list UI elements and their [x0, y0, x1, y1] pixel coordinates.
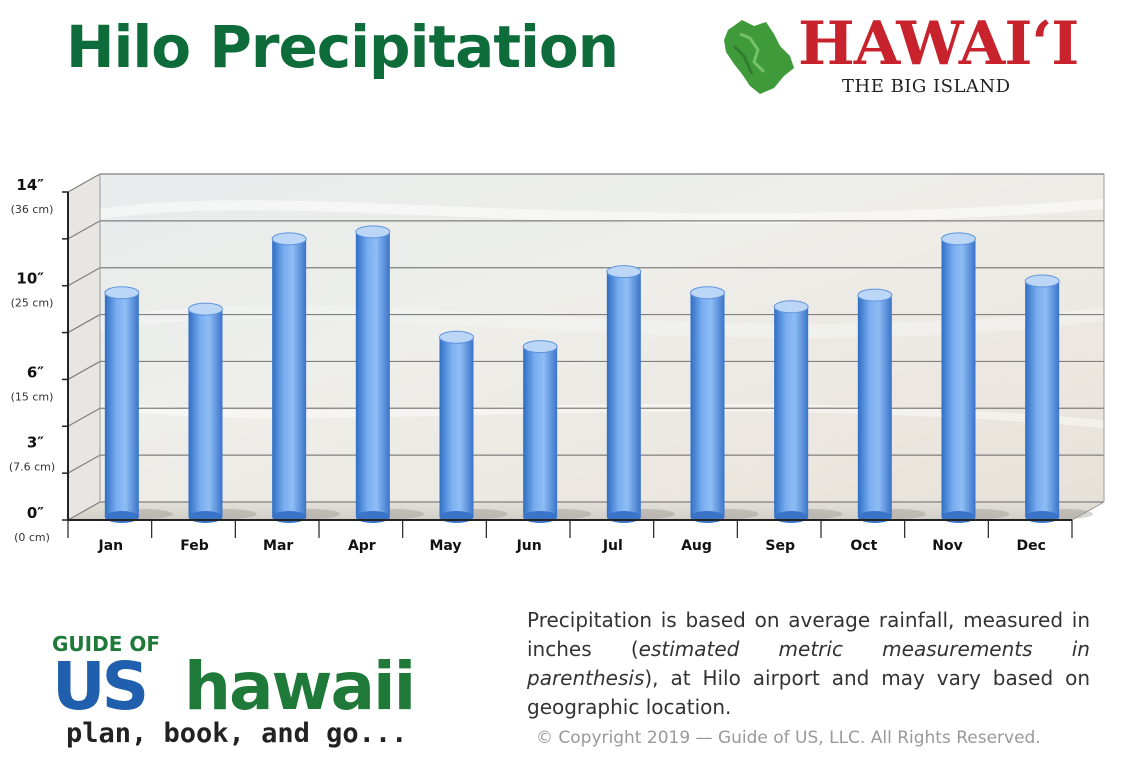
bar-body — [523, 346, 558, 517]
precipitation-note: Precipitation is based on average rainfa… — [527, 606, 1090, 722]
gridline-diagonal — [67, 501, 101, 521]
bar-cap — [271, 232, 307, 246]
y-tick-label: 3″ — [27, 434, 44, 452]
bar-body — [774, 306, 809, 517]
page-title: Hilo Precipitation — [66, 13, 619, 81]
y-axis-ticks: 0″ (0 cm) 3″ (7.6 cm) 6″ (15 cm) 10″ (25 cm) 14″… — [9, 176, 68, 544]
bar-cap — [690, 286, 725, 300]
bar-body — [690, 292, 725, 517]
bar-cap — [606, 265, 642, 279]
gridline-diagonal — [67, 220, 101, 240]
precipitation-chart: 0″ (0 cm) 3″ (7.6 cm) 6″ (15 cm) 10″ (25 cm) 14″… — [9, 173, 1105, 554]
x-tick-label: Feb — [180, 538, 209, 554]
bar-base — [1025, 511, 1060, 523]
guide-of-us-hawaii-logo: GUIDE OF US hawaii plan, book, and go... — [52, 634, 422, 754]
y-tick-label: 10″ — [16, 270, 44, 288]
plot-back-wall — [100, 174, 1104, 502]
y-tick-sublabel: (25 cm) — [11, 297, 54, 310]
floor-right-edge — [1071, 501, 1105, 521]
bar-body — [272, 238, 307, 517]
y-tick-label: 14″ — [16, 176, 44, 194]
x-tick-label: Dec — [1016, 538, 1045, 554]
hawaii-text: hawaii — [184, 648, 416, 725]
x-tick-label: Jun — [516, 538, 542, 554]
bar-body — [188, 309, 223, 517]
bar-body — [941, 238, 976, 517]
plot-floor — [68, 502, 1104, 520]
bar-body — [104, 292, 139, 517]
bar-cap — [104, 286, 140, 300]
bar-base — [439, 511, 474, 523]
note-text-2: ), at Hilo airport and may vary based on… — [527, 666, 1090, 719]
bar-cap — [1024, 274, 1060, 288]
x-tick-label: Apr — [348, 538, 376, 554]
x-tick-label: May — [429, 538, 461, 554]
bar-cap — [522, 340, 558, 354]
bar-base — [272, 511, 307, 523]
x-tick-label: Nov — [932, 538, 962, 554]
x-tick-label: Aug — [681, 538, 712, 554]
bar-body — [439, 337, 474, 517]
bar-body — [1025, 281, 1060, 517]
bar-base — [355, 511, 390, 523]
x-axis-ticks: Jan Feb Mar Apr May Jun Jul Aug Sep Oct Nov Dec — [98, 538, 1046, 554]
y-tick-sublabel: (7.6 cm) — [9, 461, 55, 474]
gridline-diagonal — [67, 360, 101, 380]
bar-base — [188, 511, 223, 523]
bar-base — [606, 511, 641, 523]
x-tick-label: Sep — [765, 538, 795, 554]
bar-base — [104, 511, 139, 523]
big-island-subtitle: THE BIG ISLAND — [842, 76, 1011, 97]
bar-body — [606, 271, 641, 517]
gridline-diagonal — [67, 407, 101, 427]
gridline-diagonal — [67, 267, 101, 287]
gridline-diagonal — [67, 454, 101, 474]
bar-base — [941, 511, 976, 523]
y-tick-sublabel: (15 cm) — [11, 390, 54, 403]
hawaii-big-island-logo: HAWAIʻI THE BIG ISLAND — [720, 12, 1090, 102]
x-tick-label: Jul — [602, 538, 623, 554]
y-tick-sublabel: (36 cm) — [11, 203, 54, 216]
x-tick-label: Mar — [263, 538, 293, 554]
bar-base — [774, 511, 809, 523]
bar-body — [355, 231, 390, 517]
gridline-diagonal — [67, 314, 101, 334]
bar-base — [523, 511, 558, 523]
guide-of-text: GUIDE OF — [52, 632, 160, 656]
y-tick-sublabel: (0 cm) — [14, 531, 50, 544]
us-text: US — [52, 648, 149, 725]
bars — [104, 225, 1060, 523]
y-tick-label: 6″ — [27, 363, 44, 381]
wave-streak — [99, 199, 1105, 224]
copyright: © Copyright 2019 — Guide of US, LLC. All… — [536, 728, 1041, 748]
x-tick-label: Jan — [98, 538, 124, 554]
gridlines — [67, 173, 1105, 521]
y-tick-label: 0″ — [27, 504, 44, 522]
tagline: plan, book, and go... — [66, 718, 408, 749]
axes — [67, 192, 1073, 538]
bar-cap — [355, 225, 391, 239]
plot-side-wall — [68, 174, 100, 520]
bar-base — [857, 511, 892, 523]
big-island-icon — [724, 20, 794, 94]
note-italic: estimated metric measurements in parenth… — [527, 637, 1090, 690]
bar-cap — [941, 232, 976, 246]
note-text-1: Precipitation is based on average rainfa… — [527, 608, 1090, 661]
bar-body — [857, 295, 892, 517]
bar-cap — [857, 288, 893, 302]
bar-cap — [188, 302, 223, 316]
bar-base — [690, 511, 725, 523]
hawaii-wordmark: HAWAIʻI — [798, 9, 1079, 79]
bar-cap — [439, 330, 474, 344]
bar-cap — [773, 300, 809, 314]
gridline-diagonal — [67, 173, 101, 193]
x-tick-label: Oct — [850, 538, 877, 554]
